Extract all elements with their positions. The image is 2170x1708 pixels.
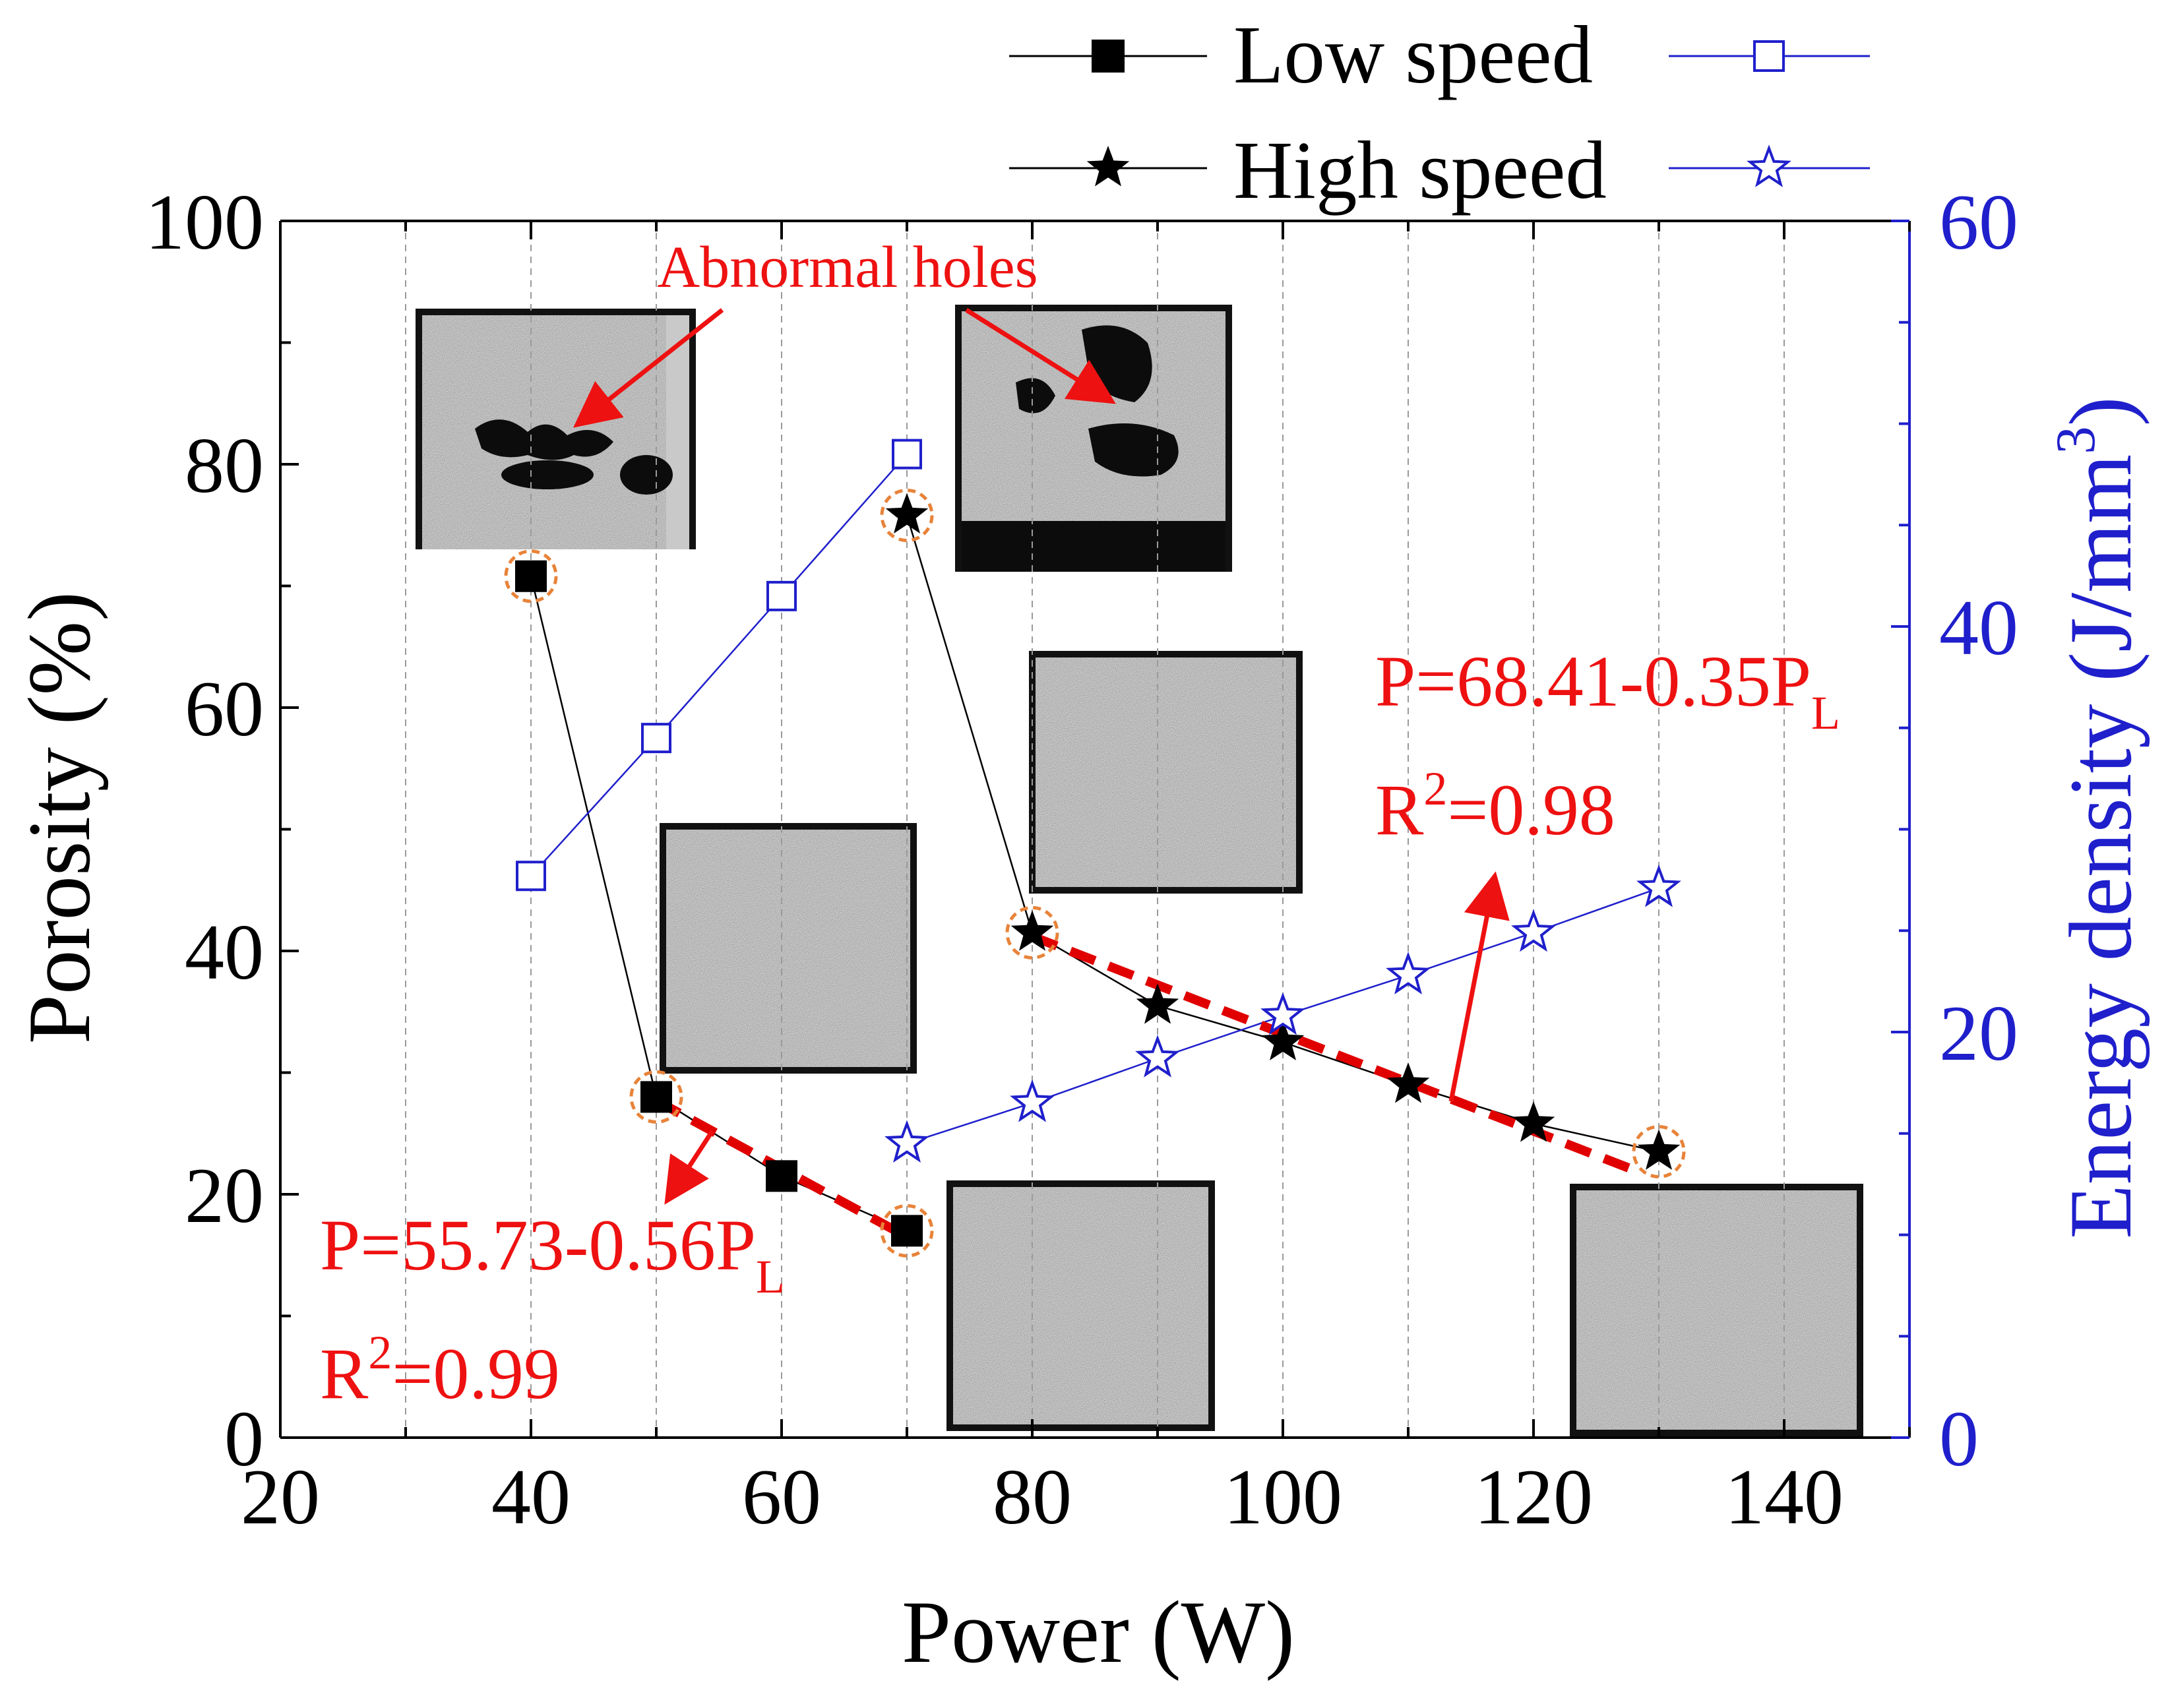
legend-low-label: Low speed [1233, 10, 1593, 101]
y2-axis-title-close: ) [2052, 396, 2150, 426]
fit-low-arrow [664, 1130, 714, 1205]
fit-low-equation-main: P=55.73-0.56P [320, 1205, 756, 1285]
data-point-low-porosity [766, 1160, 797, 1192]
series-markers [515, 439, 1681, 1247]
data-point-high-porosity [885, 493, 929, 534]
data-point-low-energy [766, 580, 797, 611]
annotations: Abnormal holes P=55.73-0.56PL R2=0.99 P=… [320, 235, 1840, 1414]
highlight-circle [629, 1070, 683, 1124]
sample-photo-70w-low-speed [946, 1180, 1215, 1431]
sample-photo-40w-low-speed [416, 309, 696, 549]
fit-high-r2-sup: 2 [1423, 762, 1447, 815]
data-point-low-energy [892, 439, 922, 470]
fit-low-r2-sup: 2 [368, 1326, 392, 1379]
legend: Low speed High speed [1009, 10, 1870, 216]
y-tick-label: 60 [185, 665, 264, 752]
legend-high-energy-marker [1747, 144, 1791, 187]
fit-low-equation: P=55.73-0.56PL [320, 1205, 785, 1303]
x-tick-label: 100 [1224, 1453, 1342, 1540]
tick-marks [279, 220, 1911, 1439]
data-point-high-porosity [1512, 1101, 1555, 1142]
data-point-high-energy [884, 1120, 929, 1163]
highlight-circle [1005, 905, 1059, 960]
data-point-low-porosity [891, 1215, 923, 1247]
x-tick-label: 120 [1474, 1453, 1593, 1540]
data-point-high-energy [1260, 992, 1305, 1035]
data-point-high-energy [1135, 1035, 1180, 1078]
sample-photos [416, 305, 1863, 1436]
sample-photo-70w-high-speed [955, 305, 1232, 572]
y2-tick-label: 40 [1939, 584, 2018, 671]
legend-high-marker [1086, 146, 1130, 187]
highlight-circle [504, 549, 558, 603]
y-tick-label: 20 [185, 1151, 264, 1239]
fit-high-equation: P=68.41-0.35PL [1375, 641, 1840, 739]
series-line-2 [530, 453, 908, 877]
x-axis-title: Power (W) [902, 1583, 1295, 1682]
data-point-high-porosity [1637, 1129, 1681, 1170]
legend-low-marker [1092, 40, 1125, 73]
fit-low-r2: R2=0.99 [320, 1326, 560, 1414]
x-tick-label: 20 [241, 1453, 320, 1540]
data-point-high-energy [1010, 1079, 1055, 1122]
fit-high-r2-val: =0.98 [1447, 770, 1615, 850]
data-point-high-energy [1636, 864, 1681, 907]
y2-tick-label: 20 [1939, 989, 2018, 1077]
sample-photo-80w-high-speed [1029, 651, 1303, 894]
data-point-low-energy [641, 723, 671, 754]
abnormal-holes-arrow-right [965, 308, 1116, 404]
y-axis-title: Porosity (%) [11, 592, 109, 1044]
data-point-high-porosity [1261, 1020, 1305, 1060]
x-tick-label: 40 [491, 1453, 571, 1540]
fit-high-equation-sub: L [1811, 686, 1840, 739]
data-point-high-porosity [1136, 983, 1179, 1024]
data-point-high-porosity [1010, 910, 1054, 951]
sample-photo-130w-high-speed [1570, 1184, 1863, 1436]
abnormal-holes-arrow-left [573, 308, 724, 428]
legend-high-label: High speed [1233, 125, 1607, 216]
highlight-circles [504, 488, 1686, 1258]
y2-axis-title-sup: 3 [2045, 426, 2107, 454]
sample-photo-50w-low-speed [660, 823, 917, 1074]
abnormal-holes-label: Abnormal holes [657, 235, 1038, 300]
y2-tick-label: 60 [1939, 178, 2018, 266]
fit-high-r2-r: R [1375, 770, 1424, 850]
data-point-high-energy [1511, 909, 1556, 952]
data-point-low-porosity [640, 1081, 672, 1113]
data-point-low-energy [516, 861, 546, 892]
y-tick-label: 100 [145, 178, 264, 266]
highlight-circle [1632, 1124, 1686, 1178]
y2-axis-title-main: Energy density (J/mm [2052, 454, 2150, 1239]
fit-high-arrow [1448, 871, 1510, 1102]
legend-low-energy-marker [1753, 40, 1785, 72]
fit-low-equation-sub: L [756, 1250, 785, 1303]
fit-high-r2: R2=0.98 [1375, 762, 1615, 850]
highlight-circle [880, 488, 934, 542]
x-tick-label: 140 [1725, 1453, 1844, 1540]
highlight-circle [880, 1204, 934, 1258]
y-tick-label: 0 [224, 1395, 264, 1482]
x-tick-label: 60 [742, 1453, 821, 1540]
data-point-high-energy [1386, 952, 1431, 994]
data-point-low-porosity [515, 560, 547, 592]
y-tick-label: 40 [185, 908, 264, 996]
vertical-grid-lines [405, 221, 1785, 1438]
fit-high-equation-main: P=68.41-0.35P [1375, 641, 1811, 721]
fit-low-r2-val: =0.99 [392, 1333, 560, 1414]
y2-tick-label: 0 [1939, 1395, 1979, 1482]
y2-axis-title: Energy density (J/mm3) [2045, 396, 2150, 1238]
y-tick-label: 80 [185, 421, 264, 509]
fit-low-r2-r: R [320, 1333, 369, 1414]
x-tick-label: 80 [993, 1453, 1072, 1540]
data-point-high-porosity [1386, 1062, 1430, 1103]
